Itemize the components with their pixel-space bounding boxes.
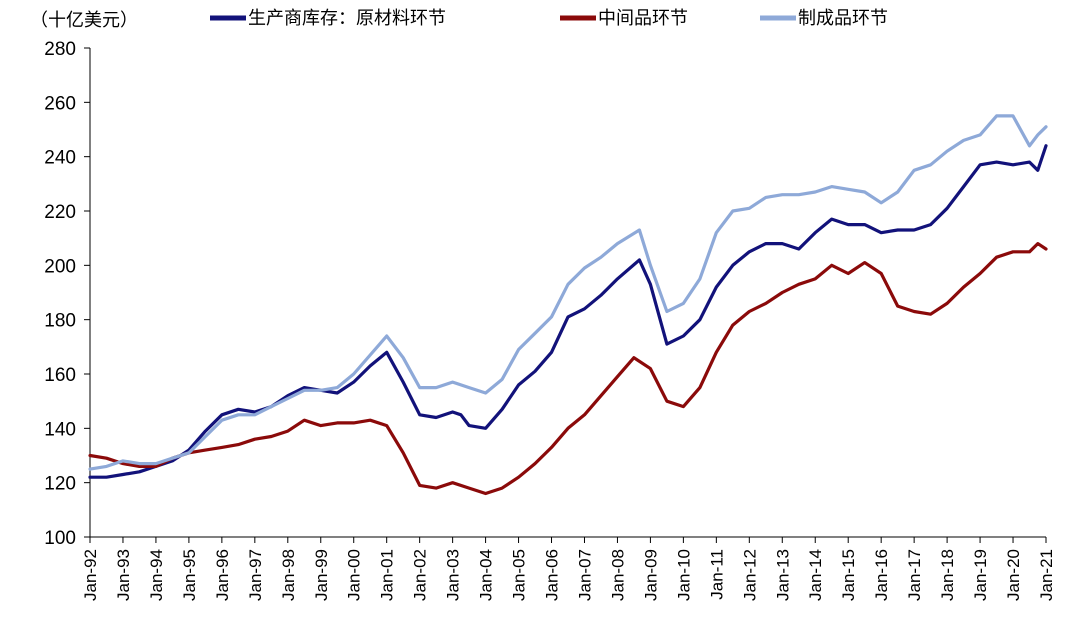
axes — [89, 48, 1046, 538]
x-tick-label: Jan-13 — [773, 549, 792, 601]
y-tick-label: 100 — [44, 528, 76, 549]
x-tick-label: Jan-12 — [740, 549, 759, 601]
x-tick-label: Jan-08 — [608, 549, 627, 601]
y-tick-label: 140 — [44, 419, 76, 440]
x-tick-label: Jan-07 — [575, 549, 594, 601]
x-tick-label: Jan-15 — [839, 549, 858, 601]
x-tick-label: Jan-14 — [806, 549, 825, 601]
x-tick-label: Jan-94 — [147, 549, 166, 601]
x-tick-label: Jan-98 — [279, 549, 298, 601]
y-tick-label: 220 — [44, 202, 76, 223]
x-tick-label: Jan-99 — [312, 549, 331, 601]
y-tick-label: 280 — [44, 39, 76, 60]
x-tick-label: Jan-95 — [180, 549, 199, 601]
x-tick-label: Jan-93 — [114, 549, 133, 601]
x-axis-ticks: Jan-92 Jan-93 Jan-94 Jan-95 Jan-96 Jan-97 Jan-… — [81, 537, 1056, 601]
x-tick-label: Jan-21 — [1037, 549, 1056, 601]
x-tick-label: Jan-92 — [81, 549, 100, 601]
y-tick-label: 120 — [44, 474, 76, 495]
x-tick-label: Jan-05 — [510, 549, 529, 601]
x-tick-label: Jan-09 — [641, 549, 660, 601]
series-line-finished-goods — [88, 114, 1048, 471]
legend-label-raw-materials: 生产商库存：原材料环节 — [248, 8, 446, 29]
x-tick-label: Jan-97 — [246, 549, 265, 601]
x-tick-label: Jan-10 — [674, 549, 693, 601]
x-tick-label: Jan-11 — [707, 549, 726, 600]
y-tick-label: 240 — [44, 148, 76, 169]
x-tick-label: Jan-16 — [872, 549, 891, 601]
y-tick-label: 160 — [44, 365, 76, 386]
x-tick-label: Jan-00 — [345, 549, 364, 601]
y-tick-label: 180 — [44, 311, 76, 332]
x-tick-label: Jan-20 — [1004, 549, 1023, 601]
y-tick-label: 200 — [44, 256, 76, 277]
x-tick-label: Jan-02 — [411, 549, 430, 601]
series-lines — [88, 114, 1048, 496]
unit-label: （十亿美元） — [30, 10, 138, 31]
y-tick-label: 260 — [44, 93, 76, 114]
x-tick-label: Jan-01 — [378, 549, 397, 601]
x-tick-label: Jan-17 — [905, 549, 924, 601]
legend: 生产商库存：原材料环节 中间品环节 制成品环节 — [210, 8, 888, 29]
x-tick-label: Jan-18 — [938, 549, 957, 601]
y-axis-ticks: 100 120 140 160 180 200 220 240 260 280 — [44, 39, 90, 549]
series-line-intermediate — [88, 242, 1048, 496]
x-tick-label: Jan-06 — [543, 549, 562, 601]
legend-label-intermediate: 中间品环节 — [598, 8, 688, 29]
x-tick-label: Jan-96 — [213, 549, 232, 601]
x-tick-label: Jan-04 — [477, 549, 496, 601]
x-tick-label: Jan-03 — [444, 549, 463, 601]
legend-label-finished-goods: 制成品环节 — [798, 8, 888, 29]
x-tick-label: Jan-19 — [971, 549, 990, 601]
series-line-raw-materials — [88, 144, 1048, 479]
